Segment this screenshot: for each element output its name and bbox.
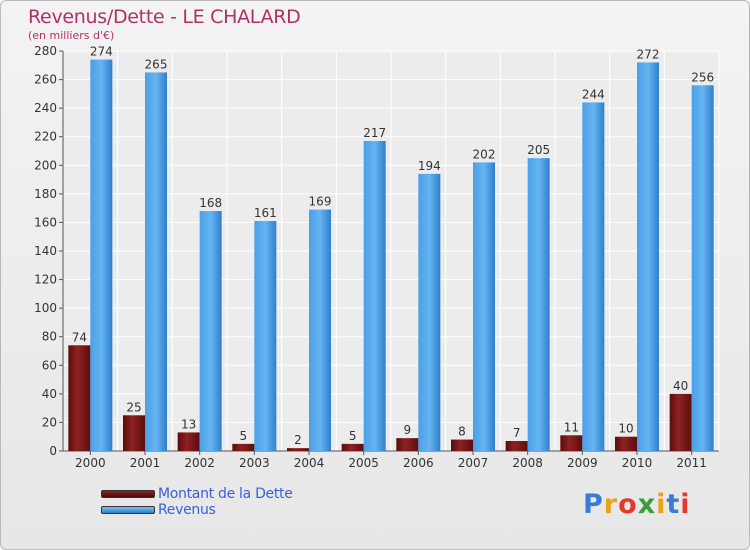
data-label: 217	[363, 126, 386, 140]
data-label: 10	[618, 422, 633, 436]
bar-dette	[615, 436, 637, 451]
x-tick-label: 2004	[294, 456, 325, 470]
legend-item-debt: Montant de la Dette	[101, 486, 293, 502]
logo-letter: t	[666, 489, 681, 520]
y-tick-label: 40	[42, 387, 57, 401]
x-tick-label: 2006	[403, 456, 434, 470]
bar-revenus	[90, 59, 113, 451]
legend-label-revenus: Revenus	[158, 502, 216, 518]
bar-dette	[560, 435, 583, 451]
bar-revenus	[418, 173, 441, 451]
y-tick-label: 140	[34, 244, 57, 258]
bar-dette	[68, 345, 91, 451]
logo-letter: o	[618, 489, 638, 520]
bar-revenus	[199, 211, 222, 451]
y-tick-label: 260	[34, 73, 57, 87]
bar-revenus	[363, 141, 386, 451]
y-tick-label: 20	[42, 415, 57, 429]
bar-dette	[287, 448, 309, 451]
legend-label-debt: Montant de la Dette	[158, 486, 293, 502]
logo-letter: i	[656, 489, 667, 520]
data-label: 13	[181, 417, 196, 431]
data-label: 169	[309, 195, 332, 209]
chart-subtitle: (en milliers d'€)	[28, 29, 115, 42]
data-label: 74	[72, 330, 87, 344]
bar-revenus	[637, 62, 659, 452]
bar-dette	[123, 415, 145, 451]
data-label: 265	[145, 57, 168, 71]
data-label: 202	[473, 147, 496, 161]
data-label: 11	[564, 420, 579, 434]
y-tick-label: 240	[34, 101, 57, 115]
bar-revenus	[473, 162, 495, 451]
bar-revenus	[145, 72, 167, 451]
logo-letter: r	[603, 489, 619, 520]
data-label: 244	[582, 87, 605, 101]
bar-revenus	[309, 209, 331, 451]
x-tick-label: 2003	[239, 456, 270, 470]
data-label: 205	[527, 143, 550, 157]
bar-dette	[505, 441, 528, 451]
bar-revenus	[527, 158, 550, 451]
bar-revenus	[582, 102, 605, 451]
y-tick-label: 120	[34, 273, 57, 287]
bar-dette	[232, 443, 255, 451]
bar-revenus	[691, 85, 714, 452]
data-label: 2	[294, 433, 302, 447]
y-tick-label: 0	[49, 444, 57, 458]
y-tick-label: 220	[34, 130, 57, 144]
data-label: 161	[254, 206, 277, 220]
y-tick-label: 60	[42, 358, 57, 372]
x-tick-label: 2011	[676, 456, 707, 470]
logo-letter: i	[680, 489, 691, 520]
y-tick-label: 160	[34, 215, 57, 229]
y-tick-label: 200	[34, 158, 57, 172]
x-tick-label: 2001	[130, 456, 161, 470]
data-label: 5	[240, 429, 248, 443]
x-tick-label: 2009	[567, 456, 598, 470]
data-label: 40	[673, 379, 688, 393]
x-tick-label: 2000	[75, 456, 106, 470]
data-label: 168	[199, 196, 222, 210]
data-label: 5	[349, 429, 357, 443]
x-tick-label: 2002	[184, 456, 215, 470]
x-tick-label: 2007	[458, 456, 489, 470]
data-label: 274	[90, 45, 113, 59]
data-label: 256	[691, 70, 714, 84]
data-label: 25	[126, 400, 141, 414]
legend-item-revenus: Revenus	[101, 502, 293, 518]
data-label: 194	[418, 159, 441, 173]
x-tick-label: 2008	[512, 456, 543, 470]
data-label: 8	[458, 425, 466, 439]
data-label: 9	[404, 423, 412, 437]
y-tick-label: 180	[34, 187, 57, 201]
legend-swatch-revenus	[101, 506, 155, 514]
bar-dette	[396, 438, 419, 451]
bar-dette	[341, 443, 364, 451]
y-tick-label: 280	[34, 44, 57, 58]
y-tick-label: 100	[34, 301, 57, 315]
bar-revenus	[254, 221, 277, 451]
chart-legend: Montant de la Dette Revenus	[101, 486, 293, 518]
x-tick-label: 2010	[622, 456, 653, 470]
y-tick-label: 80	[42, 330, 57, 344]
x-tick-label: 2005	[348, 456, 379, 470]
proxiti-logo: Proxiti	[583, 489, 691, 520]
logo-letter: x	[637, 489, 657, 520]
data-label: 272	[637, 47, 660, 61]
logo-letter: P	[583, 489, 604, 520]
bar-dette	[177, 432, 200, 451]
bar-dette	[451, 439, 473, 451]
legend-swatch-debt	[101, 490, 155, 498]
bar-dette	[669, 393, 692, 451]
data-label: 7	[513, 426, 521, 440]
chart-title: Revenus/Dette - LE CHALARD	[28, 6, 301, 28]
